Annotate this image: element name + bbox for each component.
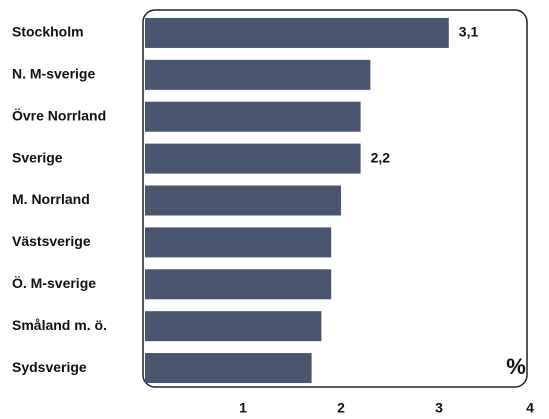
y-tick-label: Sydsverige [12, 359, 87, 375]
y-tick-label: Övre Norrland [12, 107, 106, 123]
x-tick-label: 3 [435, 400, 443, 416]
y-tick-label: Sverige [12, 149, 63, 165]
bar [145, 143, 361, 174]
unit-label: % [506, 354, 526, 379]
bar [145, 17, 449, 48]
y-tick-label: Stockholm [12, 24, 84, 40]
bar [145, 101, 361, 132]
y-tick-label: Ö. M-sverige [12, 275, 96, 291]
y-tick-label: Västsverige [12, 233, 91, 249]
value-label: 3,1 [459, 24, 479, 40]
bar [145, 311, 322, 342]
bar [145, 185, 341, 216]
bar [145, 269, 332, 300]
bar [145, 59, 371, 90]
y-tick-label: M. Norrland [12, 191, 90, 207]
bar [145, 353, 312, 384]
x-tick-label: 1 [239, 400, 247, 416]
value-label: 2,2 [371, 149, 391, 165]
x-tick-label: 2 [337, 400, 345, 416]
y-tick-label: Småland m. ö. [12, 317, 107, 333]
y-tick-label: N. M-sverige [12, 66, 95, 82]
bar [145, 227, 332, 258]
plot-frame [142, 9, 528, 388]
x-tick-label: 4 [526, 400, 534, 416]
